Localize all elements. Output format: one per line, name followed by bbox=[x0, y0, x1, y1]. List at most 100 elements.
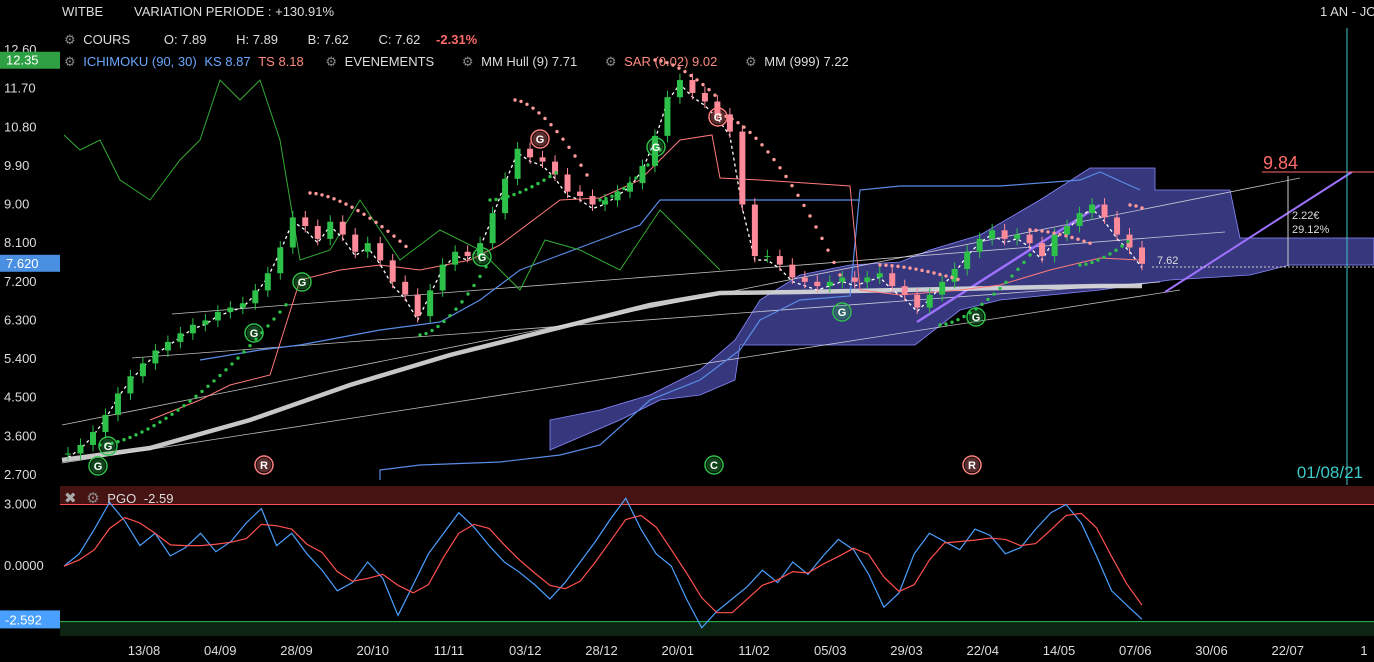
candle[interactable] bbox=[264, 266, 271, 297]
candle[interactable] bbox=[1026, 228, 1033, 250]
period-selector[interactable]: 1 AN - JO bbox=[1320, 4, 1374, 19]
candle[interactable] bbox=[626, 176, 633, 199]
ichimoku-gear-icon[interactable]: ⚙ bbox=[64, 54, 76, 69]
candle[interactable] bbox=[589, 189, 596, 211]
candle[interactable] bbox=[227, 301, 234, 319]
candle[interactable] bbox=[502, 172, 509, 220]
candle[interactable] bbox=[152, 344, 159, 370]
pgo-label: PGO bbox=[107, 491, 137, 506]
candle[interactable] bbox=[676, 73, 683, 104]
candle[interactable] bbox=[914, 288, 921, 315]
pgo-gear-icon[interactable]: ⚙ bbox=[86, 490, 100, 507]
cours-gear-icon[interactable]: ⚙ bbox=[64, 32, 76, 47]
candle[interactable] bbox=[926, 288, 933, 315]
candle[interactable] bbox=[527, 142, 534, 164]
candle[interactable] bbox=[489, 206, 496, 250]
candle[interactable] bbox=[664, 90, 671, 143]
candle[interactable] bbox=[901, 279, 908, 302]
candle[interactable] bbox=[976, 232, 983, 259]
candle[interactable] bbox=[876, 266, 883, 284]
candle[interactable] bbox=[1014, 228, 1021, 246]
candle[interactable] bbox=[1089, 198, 1096, 220]
candle[interactable] bbox=[102, 408, 109, 439]
candle[interactable] bbox=[701, 86, 708, 108]
candle[interactable] bbox=[339, 215, 346, 242]
candle[interactable] bbox=[639, 159, 646, 190]
candle[interactable] bbox=[202, 314, 209, 332]
sar-gear-icon[interactable]: ⚙ bbox=[604, 54, 617, 69]
candle[interactable] bbox=[839, 271, 846, 289]
candle[interactable] bbox=[564, 168, 571, 199]
candle[interactable] bbox=[402, 275, 409, 302]
candle[interactable] bbox=[414, 288, 421, 323]
candle[interactable] bbox=[814, 275, 821, 293]
candle[interactable] bbox=[439, 258, 446, 297]
close-icon[interactable]: ✖ bbox=[64, 490, 77, 507]
candle[interactable] bbox=[577, 185, 584, 203]
candle[interactable] bbox=[889, 266, 896, 293]
candle[interactable] bbox=[327, 215, 334, 246]
candle[interactable] bbox=[114, 386, 121, 422]
candle[interactable] bbox=[689, 73, 696, 100]
candle[interactable] bbox=[477, 236, 484, 263]
event-marker bbox=[88, 456, 108, 476]
candle[interactable] bbox=[989, 223, 996, 246]
candle[interactable] bbox=[552, 155, 559, 181]
candle[interactable] bbox=[1001, 223, 1008, 246]
candle[interactable] bbox=[789, 258, 796, 284]
candle[interactable] bbox=[1076, 206, 1083, 233]
candle[interactable] bbox=[302, 210, 309, 233]
candle[interactable] bbox=[289, 210, 296, 254]
candle[interactable] bbox=[164, 335, 171, 357]
candles[interactable] bbox=[65, 73, 1145, 460]
candle[interactable] bbox=[776, 249, 783, 272]
candle[interactable] bbox=[826, 275, 833, 293]
candle[interactable] bbox=[377, 236, 384, 267]
candle[interactable] bbox=[964, 245, 971, 276]
candle[interactable] bbox=[364, 236, 371, 259]
candle[interactable] bbox=[177, 326, 184, 349]
evenements-gear-icon[interactable]: ⚙ bbox=[325, 54, 338, 69]
candle[interactable] bbox=[939, 275, 946, 302]
candle[interactable] bbox=[539, 150, 546, 169]
candle[interactable] bbox=[851, 271, 858, 289]
candle[interactable] bbox=[464, 245, 471, 263]
candle[interactable] bbox=[65, 447, 71, 460]
candle[interactable] bbox=[89, 425, 96, 452]
candle[interactable] bbox=[1101, 198, 1108, 224]
candle[interactable] bbox=[651, 129, 658, 173]
candle[interactable] bbox=[751, 198, 758, 263]
candle[interactable] bbox=[127, 369, 134, 400]
candle[interactable] bbox=[1039, 236, 1046, 263]
candle[interactable] bbox=[864, 271, 871, 289]
candle[interactable] bbox=[427, 283, 434, 323]
candle[interactable] bbox=[77, 438, 84, 460]
candle[interactable] bbox=[602, 193, 608, 211]
candle[interactable] bbox=[1114, 210, 1121, 242]
candle[interactable] bbox=[252, 283, 259, 310]
candle[interactable] bbox=[314, 219, 321, 246]
candle[interactable] bbox=[352, 228, 359, 259]
candle[interactable] bbox=[726, 107, 733, 139]
candle[interactable] bbox=[951, 262, 958, 289]
candle[interactable] bbox=[1139, 241, 1145, 271]
candle[interactable] bbox=[764, 249, 771, 263]
candle[interactable] bbox=[1064, 219, 1071, 242]
candle[interactable] bbox=[277, 241, 284, 280]
candle[interactable] bbox=[139, 356, 146, 383]
candle[interactable] bbox=[739, 125, 746, 211]
candle[interactable] bbox=[614, 185, 621, 207]
candle[interactable] bbox=[239, 296, 246, 315]
candle[interactable] bbox=[452, 245, 459, 272]
event-marker-label: G bbox=[838, 307, 847, 319]
mm999-gear-icon[interactable]: ⚙ bbox=[744, 54, 757, 69]
candle[interactable] bbox=[801, 271, 808, 289]
candle[interactable] bbox=[389, 253, 396, 289]
candle[interactable] bbox=[189, 318, 196, 340]
candle[interactable] bbox=[214, 305, 221, 327]
sar-dot bbox=[326, 194, 330, 199]
hull-gear-icon[interactable]: ⚙ bbox=[461, 54, 474, 69]
candle[interactable] bbox=[514, 142, 521, 186]
